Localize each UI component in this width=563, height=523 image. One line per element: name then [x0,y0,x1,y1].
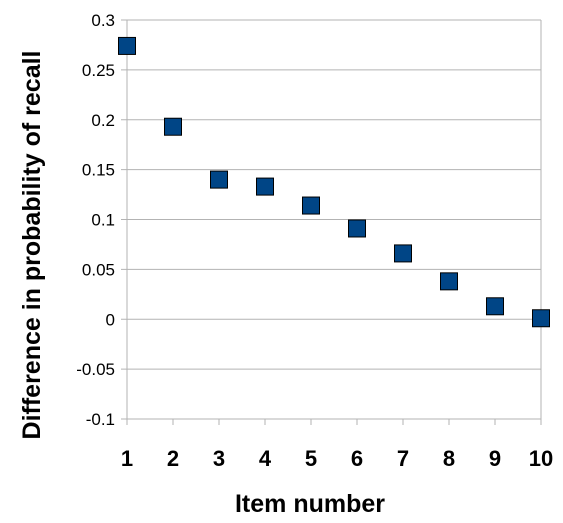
y-tick-label: 0.25 [82,61,115,80]
y-tick-label: 0.2 [91,111,115,130]
data-point [532,309,550,328]
data-point [118,36,136,55]
x-tick-label: 9 [489,446,501,471]
x-tick-label: 2 [167,446,179,471]
x-tick-label: 5 [305,446,317,471]
y-tick-label: 0.05 [82,260,115,279]
x-tick-label: 7 [397,446,409,471]
data-point [394,244,412,263]
x-tick-label: 1 [121,446,133,471]
y-tick-label: 0.1 [91,211,115,230]
y-axis-title: Difference in probability of recall [18,51,46,440]
data-point [164,117,182,136]
y-tick-label: 0.3 [91,11,115,30]
x-tick-label: 10 [529,446,553,471]
data-point [486,297,504,316]
x-tick-label: 6 [351,446,363,471]
x-axis-title: Item number [235,490,385,518]
y-tick-label: 0.15 [82,161,115,180]
data-point [256,177,274,196]
data-point [348,219,366,238]
data-points [118,36,550,328]
data-point [440,272,458,291]
data-point [302,196,320,215]
y-axis-tick-labels: -0.1 -0.05 0 0.05 0.1 0.15 0.2 0.25 0.3 [76,11,115,429]
y-tick-label: 0 [106,310,115,329]
x-tick-label: 3 [213,446,225,471]
grid-lines [121,19,542,425]
plot-frame [126,20,542,425]
y-tick-label: -0.05 [76,360,115,379]
x-tick-label: 4 [259,446,272,471]
data-point [210,170,228,189]
x-axis-tick-labels: 1 2 3 4 5 6 7 8 9 10 [121,446,553,471]
y-tick-label: -0.1 [86,410,115,429]
x-tick-label: 8 [443,446,455,471]
